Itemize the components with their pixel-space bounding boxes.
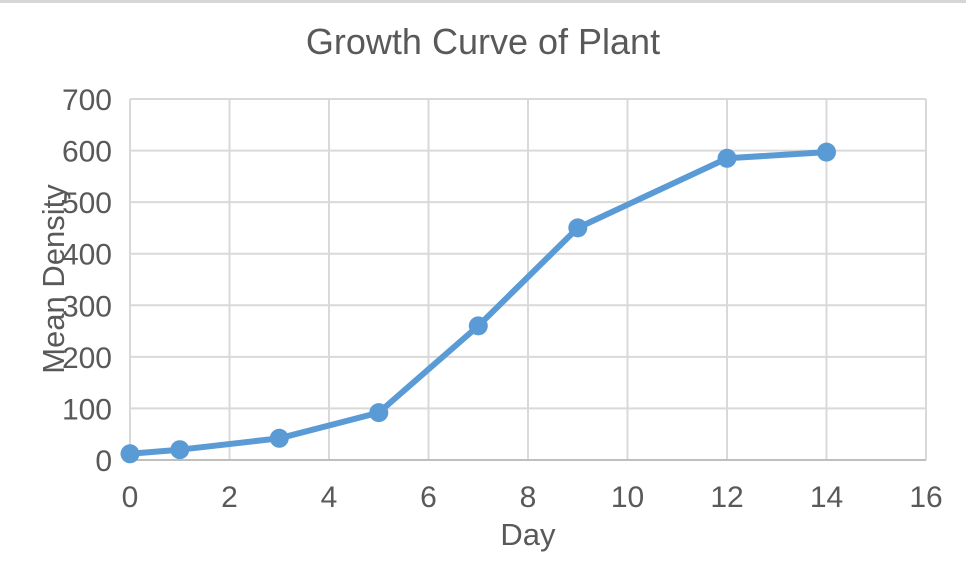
data-point-marker — [369, 403, 389, 423]
y-tick-label: 500 — [62, 187, 112, 220]
x-axis-title: Day — [500, 517, 556, 552]
data-point-marker — [120, 444, 140, 464]
y-tick-label: 400 — [62, 239, 112, 272]
data-series — [120, 142, 836, 464]
x-tick-label: 12 — [710, 481, 743, 514]
x-tick-label: 8 — [520, 481, 537, 514]
data-point-marker — [170, 440, 190, 460]
data-point-marker — [468, 316, 488, 336]
data-point-marker — [269, 428, 289, 448]
data-point-marker — [817, 142, 836, 162]
window-top-border — [0, 0, 966, 3]
y-axis-title: Mean Density — [36, 184, 71, 374]
x-tick-label: 0 — [122, 481, 139, 514]
y-axis-tick-labels: 0 100 200 300 400 500 600 700 — [62, 84, 112, 478]
data-point-marker — [717, 148, 737, 168]
x-axis-tick-labels: 0 2 4 6 8 10 12 14 16 — [122, 481, 943, 514]
y-tick-label: 600 — [62, 136, 112, 169]
series-line — [127, 149, 830, 457]
x-tick-label: 14 — [810, 481, 843, 514]
y-tick-label: 100 — [62, 393, 112, 426]
x-tick-label: 4 — [321, 481, 338, 514]
x-tick-label: 16 — [909, 481, 942, 514]
y-tick-label: 300 — [62, 290, 112, 323]
chart-title: Growth Curve of Plant — [306, 21, 660, 62]
x-tick-label: 6 — [420, 481, 437, 514]
y-tick-label: 700 — [62, 84, 112, 117]
y-tick-label: 200 — [62, 342, 112, 375]
gridlines — [129, 98, 927, 460]
data-point-marker — [568, 218, 588, 238]
x-tick-label: 10 — [611, 481, 644, 514]
y-tick-label: 0 — [95, 445, 112, 478]
x-tick-label: 2 — [221, 481, 238, 514]
